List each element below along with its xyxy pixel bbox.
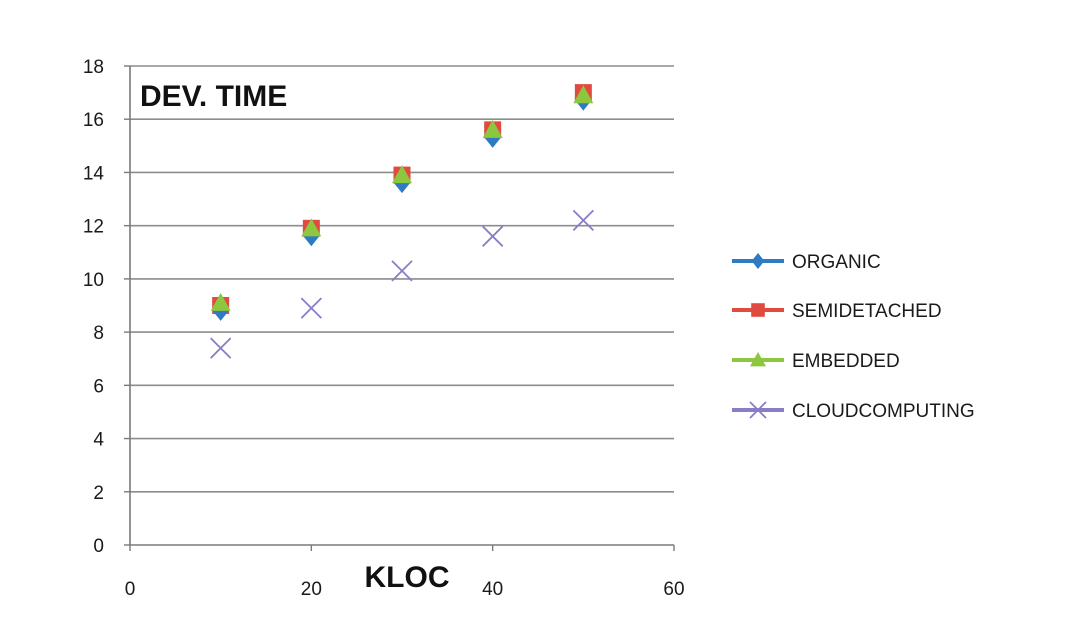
point-cloudcomputing-50 bbox=[572, 209, 594, 231]
legend-label-cloudcomputing: CLOUDCOMPUTING bbox=[792, 401, 975, 422]
y-tick-label: 0 bbox=[93, 536, 104, 557]
y-tick-labels: 0 2 4 6 8 10 12 14 16 18 bbox=[83, 57, 105, 557]
y-tick-label: 14 bbox=[83, 163, 105, 184]
legend-marker-semidetached bbox=[751, 303, 765, 317]
legend-marker-organic bbox=[751, 253, 765, 269]
x-tick-label: 20 bbox=[301, 579, 322, 600]
y-tick-label: 10 bbox=[83, 270, 104, 291]
point-embedded-30 bbox=[392, 165, 412, 184]
point-embedded-10 bbox=[210, 292, 231, 311]
point-cloudcomputing-20 bbox=[300, 297, 322, 319]
legend-label-embedded: EMBEDDED bbox=[792, 351, 900, 372]
axes bbox=[124, 65, 675, 551]
legend-label-semidetached: SEMIDETACHED bbox=[792, 301, 942, 322]
point-embedded-50 bbox=[573, 85, 594, 104]
x-tick-label: 60 bbox=[663, 579, 684, 600]
legend-marker-embedded bbox=[750, 352, 766, 367]
legend-label-organic: ORGANIC bbox=[792, 252, 881, 273]
x-tick-label: 0 bbox=[125, 579, 136, 600]
y-tick-label: 18 bbox=[83, 57, 104, 78]
data-points bbox=[210, 84, 594, 359]
point-cloudcomputing-40 bbox=[482, 225, 504, 247]
y-tick-label: 12 bbox=[83, 217, 104, 238]
chart-title: DEV. TIME bbox=[140, 80, 287, 113]
point-embedded-40 bbox=[482, 119, 503, 138]
y-tick-label: 6 bbox=[93, 376, 104, 397]
x-tick-label: 40 bbox=[482, 579, 503, 600]
x-axis-label: KLOC bbox=[365, 561, 450, 594]
y-tick-label: 8 bbox=[93, 323, 104, 344]
legend-marker-cloudcomputing bbox=[749, 401, 767, 419]
x-tick-labels: 0 20 40 60 bbox=[125, 579, 685, 600]
y-tick-label: 4 bbox=[93, 430, 104, 451]
point-cloudcomputing-30 bbox=[391, 260, 413, 282]
grid bbox=[130, 65, 674, 493]
y-tick-label: 2 bbox=[93, 483, 104, 504]
point-cloudcomputing-10 bbox=[210, 337, 232, 359]
legend: ORGANIC SEMIDETACHED EMBEDDED CLOUDCOMPUTIN… bbox=[732, 252, 975, 422]
point-embedded-20 bbox=[301, 218, 322, 237]
y-tick-label: 16 bbox=[83, 110, 104, 131]
